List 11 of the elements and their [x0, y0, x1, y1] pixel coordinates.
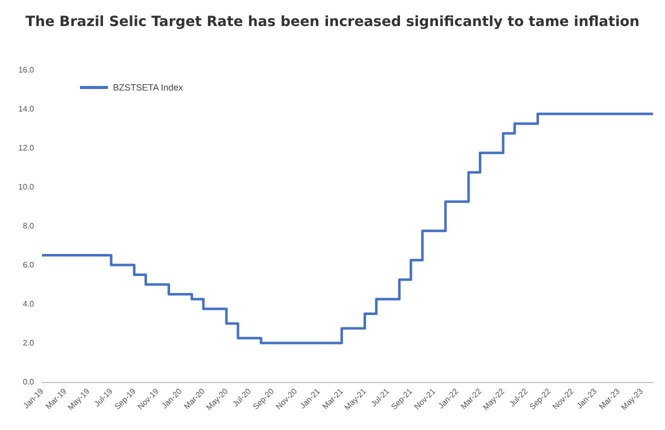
y-tick-label: 2.0: [22, 338, 35, 348]
y-tick-label: 6.0: [22, 260, 35, 270]
legend-label: BZSTSETA Index: [113, 82, 184, 92]
y-tick-label: 14.0: [18, 104, 35, 114]
y-tick-label: 12.0: [18, 144, 35, 152]
y-tick-label: 4.0: [22, 300, 35, 308]
y-tick-label: 8.0: [22, 222, 35, 230]
y-tick-label: 0.0: [22, 378, 35, 386]
y-tick-label: 16.0: [18, 66, 35, 74]
chart-title: The Brazil Selic Target Rate has been increased significantly to tame inflation: [26, 14, 640, 30]
y-tick-label: 10.0: [18, 182, 35, 192]
